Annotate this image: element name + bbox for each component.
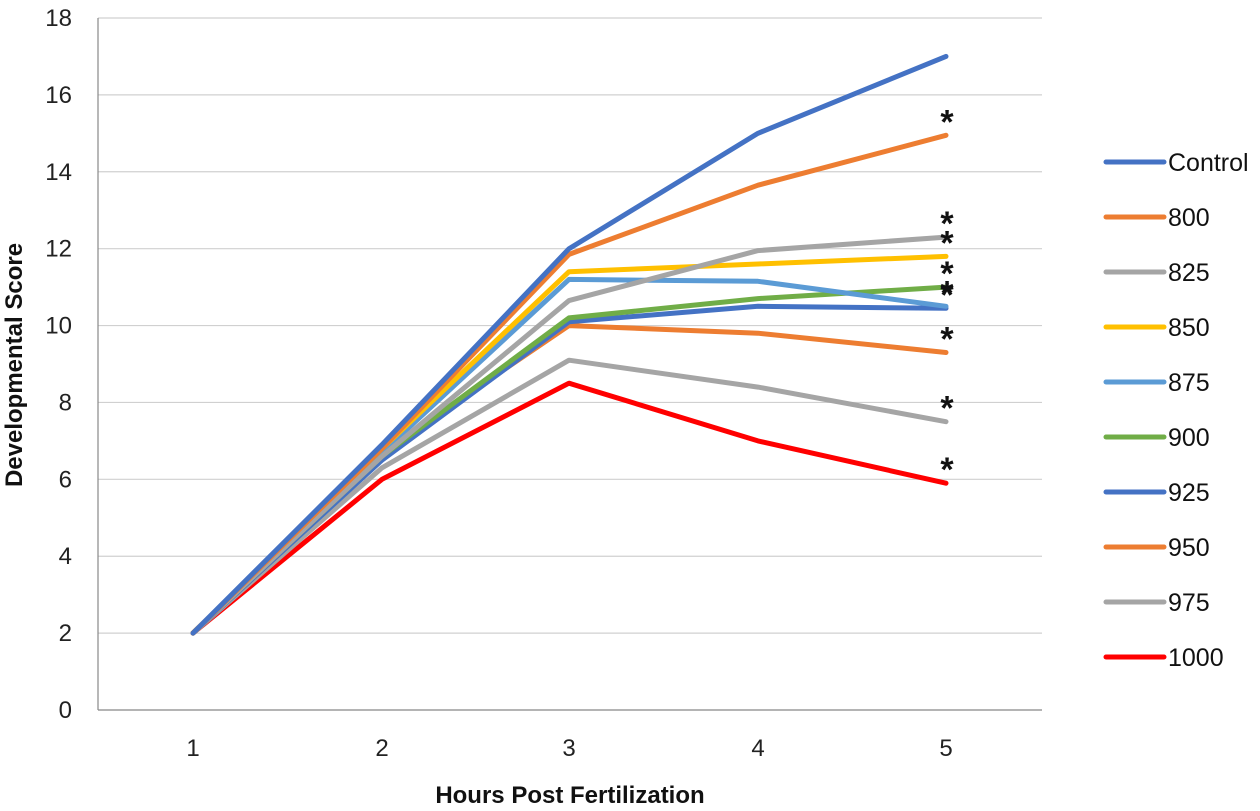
y-tick-label: 0 (59, 697, 72, 724)
y-tick-label: 4 (59, 543, 72, 570)
x-tick-label: 4 (751, 735, 764, 762)
legend-label: 975 (1168, 589, 1210, 617)
legend-label: 825 (1168, 259, 1210, 287)
series-line-850 (190, 253, 949, 636)
significance-asterisk: * (940, 451, 954, 489)
significance-markers: ********* (940, 103, 954, 489)
significance-asterisk: * (940, 224, 954, 262)
legend: Control 800 825 850 875 900 925 950 975 1000 (1103, 149, 1249, 672)
y-tick-label: 8 (59, 389, 72, 416)
legend-label: 800 (1168, 204, 1210, 232)
legend-label: 1000 (1168, 644, 1224, 672)
legend-label: 900 (1168, 424, 1210, 452)
significance-asterisk: * (940, 320, 954, 358)
series-line-control (190, 53, 949, 636)
x-tick-label: 2 (375, 735, 388, 762)
x-axis-title: Hours Post Fertilization (435, 782, 704, 809)
x-tick-label: 1 (186, 735, 199, 762)
y-tick-label: 14 (45, 159, 72, 186)
series-line-975 (190, 357, 949, 636)
x-tick-label: 5 (939, 735, 952, 762)
legend-label: 950 (1168, 534, 1210, 562)
significance-asterisk: * (940, 276, 954, 314)
y-tick-label: 2 (59, 620, 72, 647)
series-line-1000 (190, 380, 949, 636)
series-line-925 (190, 303, 949, 636)
y-tick-label: 12 (45, 236, 72, 263)
y-tick-label: 10 (45, 313, 72, 340)
significance-asterisk: * (940, 274, 954, 312)
significance-asterisk: * (940, 390, 954, 428)
legend-label: Control (1168, 149, 1249, 177)
y-axis: 0 2 4 6 8 10 12 14 16 18 (45, 5, 99, 724)
series-line-825 (190, 234, 949, 636)
legend-label: 925 (1168, 479, 1210, 507)
x-axis: 1 2 3 4 5 (98, 709, 1042, 762)
y-tick-label: 18 (45, 5, 72, 32)
legend-label: 875 (1168, 369, 1210, 397)
y-tick-label: 16 (45, 82, 72, 109)
legend-label: 850 (1168, 314, 1210, 342)
y-tick-label: 6 (59, 466, 72, 493)
significance-asterisk: * (940, 205, 954, 243)
y-axis-title: Developmental Score (1, 243, 28, 487)
significance-asterisk: * (940, 103, 954, 141)
significance-asterisk: * (940, 255, 954, 293)
x-tick-label: 3 (562, 735, 575, 762)
series-lines (190, 53, 949, 636)
